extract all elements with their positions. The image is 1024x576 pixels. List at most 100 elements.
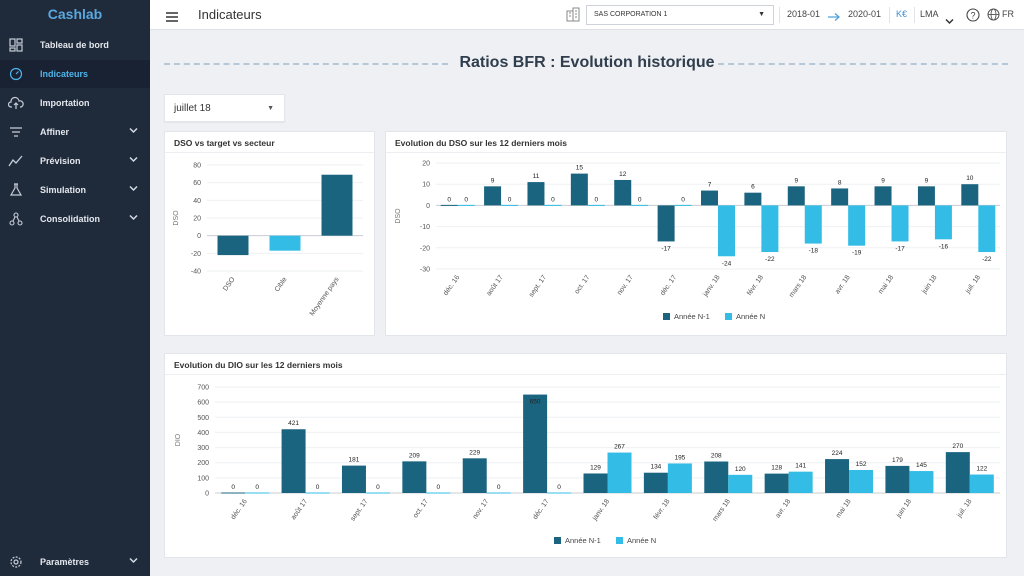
bar (701, 190, 718, 206)
x-tick-label: sept. 17 (528, 274, 548, 299)
data-label: 195 (674, 454, 685, 461)
scope-select[interactable]: LMA (920, 9, 939, 19)
bar (440, 204, 458, 206)
divider (914, 7, 915, 23)
data-label: 134 (650, 464, 661, 471)
help-icon[interactable]: ? (966, 8, 980, 27)
sidebar-item-importation[interactable]: Importation (0, 89, 150, 117)
bar (909, 471, 934, 493)
sidebar-item-parametres[interactable]: Paramètres (0, 548, 150, 576)
bar (945, 452, 970, 493)
data-label: 0 (437, 484, 441, 491)
bar (848, 205, 866, 246)
sidebar-item-tableau-de-bord[interactable]: Tableau de bord (0, 31, 150, 59)
x-tick-label: juin 18 (895, 498, 913, 520)
sidebar-item-label: Tableau de bord (40, 40, 109, 50)
x-tick-label: févr. 18 (746, 274, 765, 297)
legend-label: Année N (736, 312, 765, 321)
bar (321, 174, 353, 236)
x-tick-label: août 17 (486, 274, 505, 297)
data-label: 0 (551, 196, 555, 203)
trend-line-icon (2, 154, 30, 168)
menu-icon[interactable] (166, 9, 178, 27)
bar (544, 204, 562, 206)
data-label: -22 (982, 256, 992, 263)
sidebar-item-label: Prévision (40, 156, 81, 166)
data-label: 129 (590, 464, 601, 471)
bar (614, 179, 632, 206)
x-tick-label: oct. 17 (574, 274, 592, 295)
x-tick-label: DSO (222, 276, 237, 293)
data-label: 141 (795, 463, 806, 470)
data-label: 128 (771, 465, 782, 472)
data-label: 270 (952, 443, 963, 450)
company-select[interactable]: SAS CORPORATION 1 ▼ (586, 5, 774, 25)
bar (221, 492, 246, 494)
x-tick-label: août 17 (290, 498, 309, 521)
y-tick-label: 200 (197, 460, 209, 467)
bar (281, 429, 306, 493)
sidebar-item-affiner[interactable]: Affiner (0, 118, 150, 146)
y-tick-label: 100 (197, 475, 209, 482)
bar (547, 492, 572, 494)
dio-evolution-chart: 700 600 500 400 300 200 100 0 DIO 0 0 déc. 16 421 0 ao… (175, 385, 1000, 545)
sidebar-item-prevision[interactable]: Prévision (0, 147, 150, 175)
data-label: 0 (231, 484, 235, 491)
bar (486, 492, 511, 494)
period-start[interactable]: 2018-01 (787, 9, 821, 19)
bar (961, 184, 979, 206)
unit-toggle[interactable]: K€ (896, 9, 908, 19)
chart-title: Evolution du DSO sur les 12 derniers moi… (395, 138, 567, 148)
y-tick-label: -40 (191, 269, 201, 276)
x-tick-label: sept. 17 (350, 498, 370, 523)
chart-card-dso-evolution: Evolution du DSO sur les 12 derniers moi… (385, 131, 1007, 336)
y-tick-label: 300 (197, 445, 209, 452)
data-label: 0 (557, 484, 561, 491)
chevron-down-icon (129, 126, 138, 136)
data-label: 10 (966, 175, 974, 182)
bar (831, 188, 849, 206)
y-tick-label: -10 (420, 224, 430, 231)
x-tick-label: mars 18 (788, 274, 808, 299)
sidebar: Cashlab Tableau de bord Indicateurs Impo… (0, 0, 150, 576)
x-tick-label: janv. 18 (591, 498, 611, 523)
data-label: -24 (722, 260, 732, 267)
y-tick-label: -30 (420, 267, 430, 274)
data-label: 8 (838, 179, 842, 186)
data-label: -22 (765, 256, 775, 263)
filter-icon (2, 125, 30, 139)
x-tick-label: juil. 18 (956, 498, 974, 519)
bar (761, 205, 779, 253)
divider (164, 63, 448, 65)
month-select-value: juillet 18 (174, 103, 211, 114)
dashboard-icon (2, 38, 30, 52)
month-select[interactable]: juillet 18 ▼ (164, 94, 285, 122)
legend-swatch (725, 313, 732, 320)
data-label: 181 (349, 457, 360, 464)
gear-icon (2, 555, 30, 569)
sidebar-item-label: Importation (40, 98, 90, 108)
globe-icon[interactable] (987, 8, 1000, 26)
x-tick-label: Moyenne pays (309, 276, 341, 318)
caret-down-icon: ▼ (267, 105, 274, 112)
x-tick-label: déc. 17 (532, 498, 551, 521)
language-select[interactable]: FR (1002, 9, 1014, 19)
app-logo[interactable]: Cashlab (47, 6, 103, 22)
bar (874, 186, 892, 206)
chevron-down-icon[interactable] (945, 12, 954, 30)
sidebar-item-consolidation[interactable]: Consolidation (0, 205, 150, 233)
y-axis-label: DSO (395, 208, 402, 224)
data-label: 120 (735, 466, 746, 473)
sidebar-item-label: Simulation (40, 185, 87, 195)
period-end[interactable]: 2020-01 (848, 9, 882, 19)
bar (728, 474, 753, 493)
data-label: 7 (708, 182, 712, 189)
sidebar-item-simulation[interactable]: Simulation (0, 176, 150, 204)
data-label: 0 (316, 484, 320, 491)
section-title: Ratios BFR : Evolution historique (150, 52, 1024, 76)
chevron-down-icon (129, 184, 138, 194)
data-label: -17 (895, 245, 905, 252)
bar (587, 204, 605, 206)
bar (667, 463, 692, 493)
sidebar-item-indicateurs[interactable]: Indicateurs (0, 60, 150, 88)
